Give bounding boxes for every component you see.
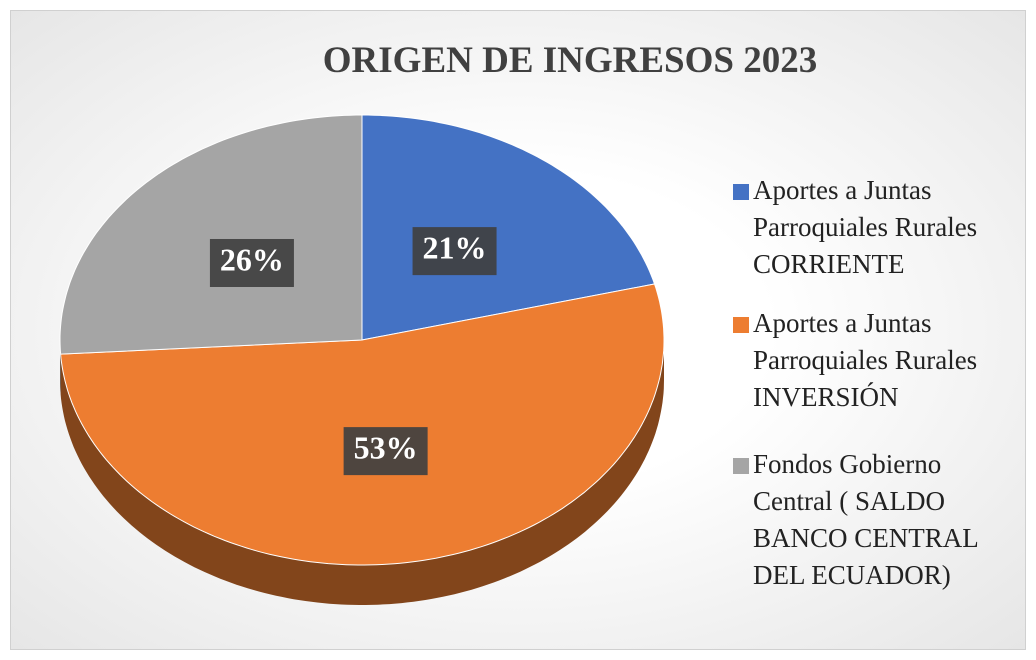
data-label-box (343, 427, 428, 476)
legend-label: Fondos Gobierno Central ( SALDO BANCO CE… (753, 449, 978, 590)
data-label: 26% (220, 241, 284, 277)
chart-title: ORIGEN DE INGRESOS 2023 (323, 40, 817, 81)
legend-label: Aportes a Juntas Parroquiales Rurales CO… (753, 175, 978, 279)
legend-swatch (733, 184, 749, 200)
pie-slice (59, 114, 363, 355)
data-label: 53% (354, 429, 418, 465)
data-label-box (209, 238, 294, 287)
data-label-box (412, 227, 497, 276)
legend-entry: Aportes a Juntas Parroquiales Rurales CO… (733, 172, 1005, 283)
legend-entry: Aportes a Juntas Parroquiales Rurales IN… (733, 305, 1005, 416)
pie-side (60, 340, 665, 605)
legend-swatch (733, 317, 749, 333)
pie-slice (60, 283, 665, 566)
pie-slice (361, 114, 656, 341)
legend-entry: Fondos Gobierno Central ( SALDO BANCO CE… (733, 446, 1005, 594)
data-label: 21% (423, 229, 487, 265)
legend-swatch (733, 458, 749, 474)
legend-label: Aportes a Juntas Parroquiales Rurales IN… (753, 308, 978, 412)
